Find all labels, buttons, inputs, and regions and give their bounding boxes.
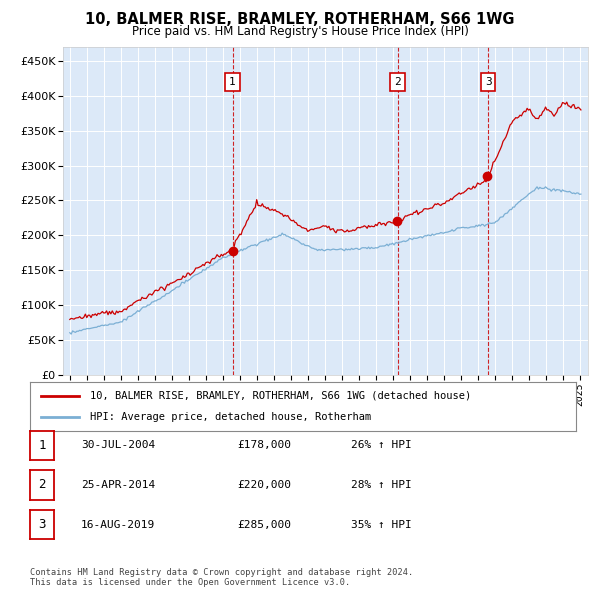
Text: 1: 1: [229, 77, 236, 87]
Text: 25-APR-2014: 25-APR-2014: [81, 480, 155, 490]
Text: £220,000: £220,000: [237, 480, 291, 490]
Text: 30-JUL-2004: 30-JUL-2004: [81, 441, 155, 450]
Text: 2: 2: [38, 478, 46, 491]
Text: Price paid vs. HM Land Registry's House Price Index (HPI): Price paid vs. HM Land Registry's House …: [131, 25, 469, 38]
Text: 10, BALMER RISE, BRAMLEY, ROTHERHAM, S66 1WG: 10, BALMER RISE, BRAMLEY, ROTHERHAM, S66…: [85, 12, 515, 27]
Text: HPI: Average price, detached house, Rotherham: HPI: Average price, detached house, Roth…: [90, 412, 371, 422]
Text: 2: 2: [394, 77, 401, 87]
Text: 35% ↑ HPI: 35% ↑ HPI: [351, 520, 412, 529]
Text: £285,000: £285,000: [237, 520, 291, 529]
Text: 26% ↑ HPI: 26% ↑ HPI: [351, 441, 412, 450]
Text: 3: 3: [485, 77, 491, 87]
Text: £178,000: £178,000: [237, 441, 291, 450]
Text: 1: 1: [38, 439, 46, 452]
Text: 3: 3: [38, 518, 46, 531]
Text: 10, BALMER RISE, BRAMLEY, ROTHERHAM, S66 1WG (detached house): 10, BALMER RISE, BRAMLEY, ROTHERHAM, S66…: [90, 391, 472, 401]
Text: 16-AUG-2019: 16-AUG-2019: [81, 520, 155, 529]
Text: Contains HM Land Registry data © Crown copyright and database right 2024.
This d: Contains HM Land Registry data © Crown c…: [30, 568, 413, 587]
Text: 28% ↑ HPI: 28% ↑ HPI: [351, 480, 412, 490]
